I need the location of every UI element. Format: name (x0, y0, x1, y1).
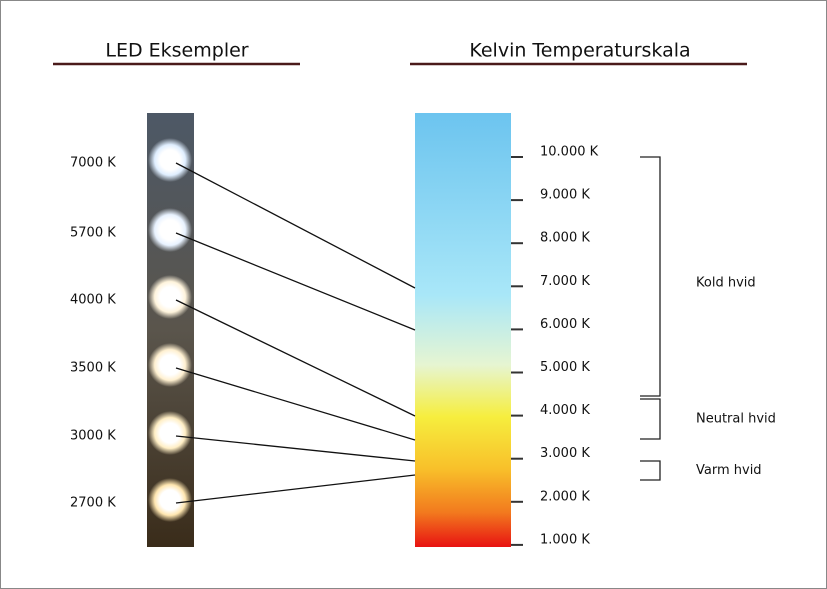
scale-tick-label: 1.000 K (540, 532, 590, 547)
scale-tick-label: 3.000 K (540, 446, 590, 461)
led (148, 411, 192, 455)
connector (175, 474, 416, 504)
led-label: 3500 K (70, 361, 116, 376)
scale-tick-label: 10.000 K (540, 145, 599, 160)
connector (175, 299, 416, 417)
led (148, 343, 192, 387)
scale-tick-label: 6.000 K (540, 317, 590, 332)
scale-tick-label: 9.000 K (540, 188, 590, 203)
led (148, 208, 192, 252)
connector (175, 232, 416, 331)
led (148, 138, 192, 182)
bracket (640, 460, 661, 481)
led-label: 7000 K (70, 156, 116, 171)
led (148, 275, 192, 319)
scale-tick-label: 2.000 K (540, 489, 590, 504)
kelvin-scale (415, 113, 511, 547)
led-label: 4000 K (70, 293, 116, 308)
connector (175, 367, 416, 441)
scale-tick-label: 7.000 K (540, 274, 590, 289)
right-title: Kelvin Temperaturskala (469, 40, 690, 62)
range-label: Kold hvid (696, 276, 756, 291)
connector (175, 435, 416, 462)
connector (175, 162, 416, 289)
bracket (640, 398, 661, 440)
left-title: LED Eksempler (105, 40, 248, 62)
range-label: Neutral hvid (696, 412, 776, 427)
led-label: 3000 K (70, 429, 116, 444)
led (148, 478, 192, 522)
scale-tick-label: 5.000 K (540, 360, 590, 375)
scale-tick-label: 8.000 K (540, 231, 590, 246)
range-label: Varm hvid (696, 463, 762, 478)
led-label: 5700 K (70, 226, 116, 241)
led-label: 2700 K (70, 496, 116, 511)
led-strip (147, 113, 194, 547)
bracket (640, 156, 661, 397)
scale-tick-label: 4.000 K (540, 403, 590, 418)
